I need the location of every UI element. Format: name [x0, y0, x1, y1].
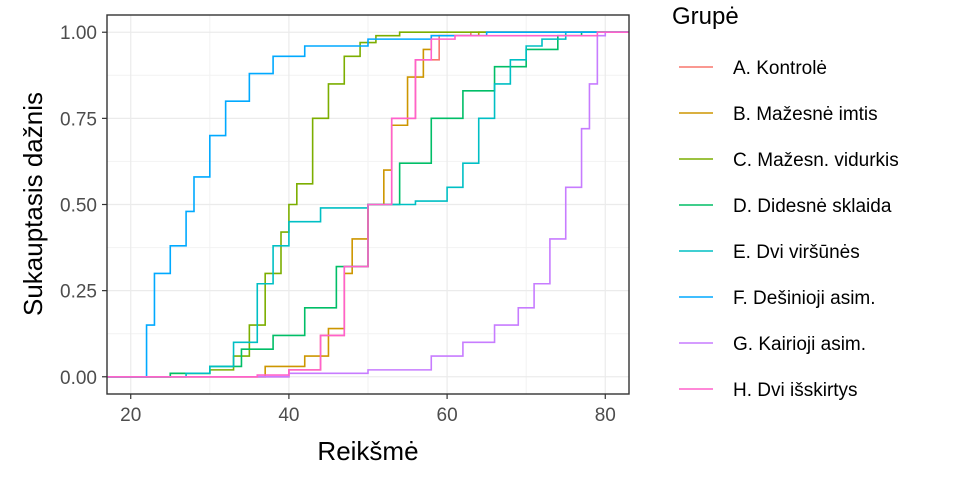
- series-line-6: [107, 31, 629, 378]
- legend-item-label: D. Didesnė sklaida: [733, 196, 892, 217]
- y-tick-label: 1.00: [60, 23, 97, 44]
- legend-item-label: F. Dešinioji asim.: [733, 288, 876, 309]
- y-tick-label: 0.25: [60, 282, 97, 303]
- legend-item-label: A. Kontrolė: [733, 58, 827, 79]
- series-line-8: [107, 31, 629, 378]
- x-tick-label: 80: [595, 405, 616, 426]
- y-tick-label: 0.00: [60, 368, 97, 389]
- series-line-3: [107, 31, 629, 378]
- y-tick-label: 0.50: [60, 196, 97, 217]
- x-tick-label: 40: [278, 405, 299, 426]
- x-axis-title: Reikšmė: [317, 436, 418, 466]
- y-tick-label: 0.75: [60, 109, 97, 130]
- series-layer: [107, 31, 629, 378]
- legend: Grupė A. Kontrolė B. Mažesnė imtis C. Maže…: [672, 3, 899, 401]
- series-line-5: [107, 31, 629, 378]
- legend-item-label: B. Mažesnė imtis: [733, 104, 878, 125]
- axes-layer: 20 40 60 80 0.00 0.25 0.50 0.75 1.00: [60, 14, 630, 426]
- series-line-7: [107, 31, 629, 378]
- y-axis-title: Sukauptasis dažnis: [18, 92, 48, 316]
- x-tick-label: 20: [120, 405, 141, 426]
- legend-item-label: G. Kairioji asim.: [733, 334, 866, 355]
- x-tick-label: 60: [437, 405, 458, 426]
- legend-item-label: E. Dvi viršūnės: [733, 242, 860, 263]
- legend-item-label: H. Dvi išskirtys: [733, 380, 858, 401]
- legend-item-label: C. Mažesn. vidurkis: [733, 150, 899, 171]
- legend-title: Grupė: [672, 3, 739, 30]
